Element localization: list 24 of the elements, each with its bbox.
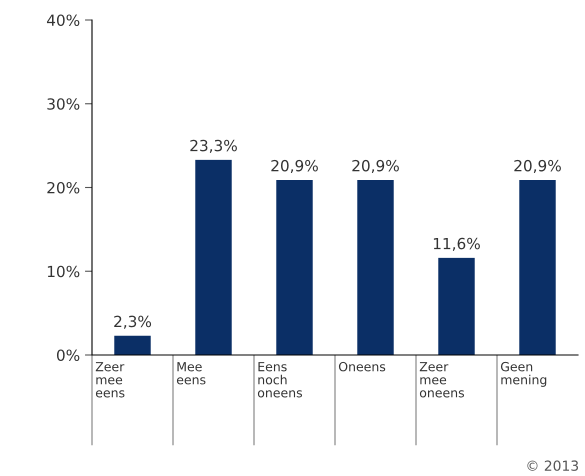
data-label: 20,9% bbox=[514, 160, 561, 174]
data-label: 20,9% bbox=[352, 160, 399, 174]
data-label: 11,6% bbox=[434, 238, 480, 251]
x-tick-label: Mee eens bbox=[176, 362, 206, 384]
bar bbox=[195, 160, 232, 355]
y-tick-label: 20% bbox=[47, 182, 80, 194]
data-label: 2,3% bbox=[114, 316, 152, 329]
x-tick-label: Oneens bbox=[338, 362, 386, 372]
bar bbox=[114, 336, 151, 355]
x-tick-label: Eens noch oneens bbox=[258, 362, 302, 398]
x-tick-label: Zeer mee oneens bbox=[420, 362, 464, 398]
x-tick-label: Zeer mee eens bbox=[96, 362, 124, 398]
bar bbox=[438, 258, 475, 355]
y-tick-label: 40% bbox=[46, 14, 80, 26]
data-label: 23,3% bbox=[190, 140, 237, 153]
y-tick-label: 0% bbox=[56, 349, 80, 362]
y-tick-label: 10% bbox=[48, 266, 80, 278]
bar bbox=[519, 180, 556, 355]
data-label: 20,9% bbox=[271, 160, 318, 174]
bar bbox=[357, 180, 394, 355]
x-tick-label: Geen mening bbox=[500, 362, 546, 387]
bar bbox=[276, 180, 313, 355]
text: © 2013 bbox=[527, 460, 578, 471]
y-tick-label: 30% bbox=[47, 98, 80, 110]
